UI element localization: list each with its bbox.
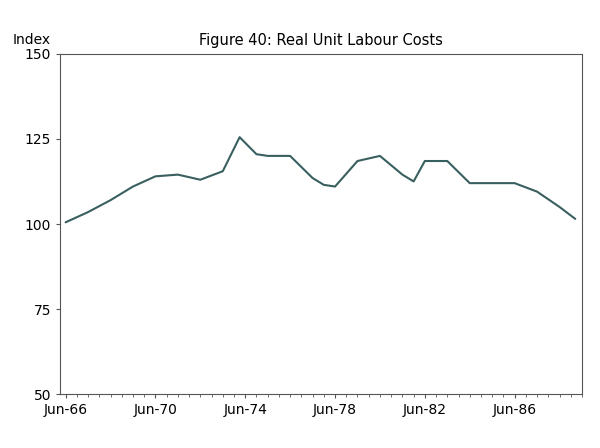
Title: Figure 40: Real Unit Labour Costs: Figure 40: Real Unit Labour Costs — [199, 34, 443, 48]
Text: Index: Index — [13, 33, 51, 47]
